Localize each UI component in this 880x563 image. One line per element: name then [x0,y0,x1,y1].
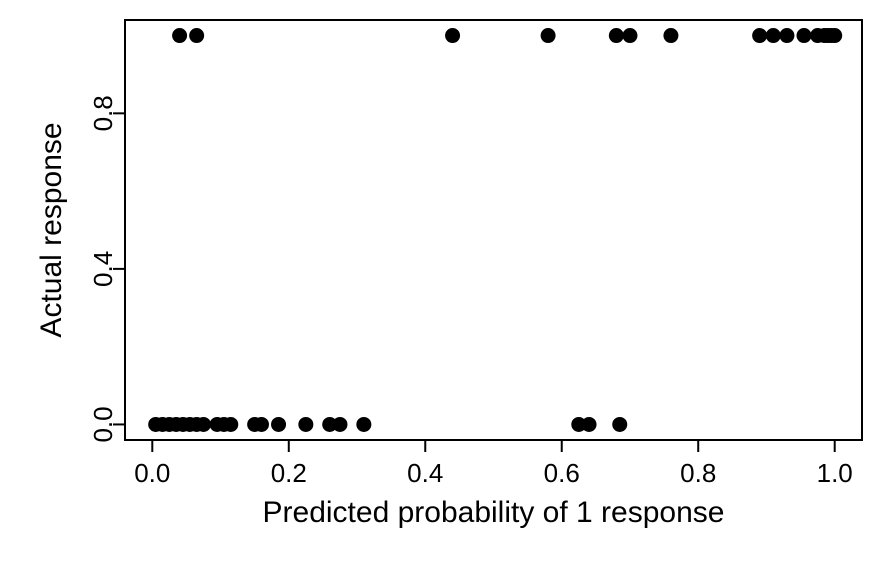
chart-svg: 0.0 0.2 0.4 0.6 0.8 1.0 0.0 0.4 0.8 Predicted pro… [0,0,880,563]
data-point [298,417,313,432]
x-tick-label: 1.0 [817,458,853,488]
y-tick-label: 0.0 [88,406,118,442]
x-tick-label: 0.4 [407,458,443,488]
scatter-chart: 0.0 0.2 0.4 0.6 0.8 1.0 0.0 0.4 0.8 Predicted pro… [0,0,880,563]
x-tick-label: 0.6 [544,458,580,488]
data-point [779,28,794,43]
x-axis-label: Predicted probability of 1 response [263,496,725,529]
x-tick-label: 0.0 [134,458,170,488]
data-point [254,417,269,432]
data-point [445,28,460,43]
data-point [663,28,678,43]
y-tick-label: 0.4 [88,251,118,287]
data-point [332,417,347,432]
data-point [766,28,781,43]
data-point [541,28,556,43]
data-point [196,417,211,432]
data-point [622,28,637,43]
data-point [356,417,371,432]
data-point [609,28,624,43]
x-tick-label: 0.2 [271,458,307,488]
data-point [796,28,811,43]
data-point [172,28,187,43]
data-point [827,28,842,43]
y-tick-label: 0.8 [88,95,118,131]
data-point [189,28,204,43]
data-point [612,417,627,432]
data-point [271,417,286,432]
y-axis-label: Actual response [35,122,68,337]
data-point [223,417,238,432]
data-point [752,28,767,43]
data-point [582,417,597,432]
x-tick-label: 0.8 [680,458,716,488]
